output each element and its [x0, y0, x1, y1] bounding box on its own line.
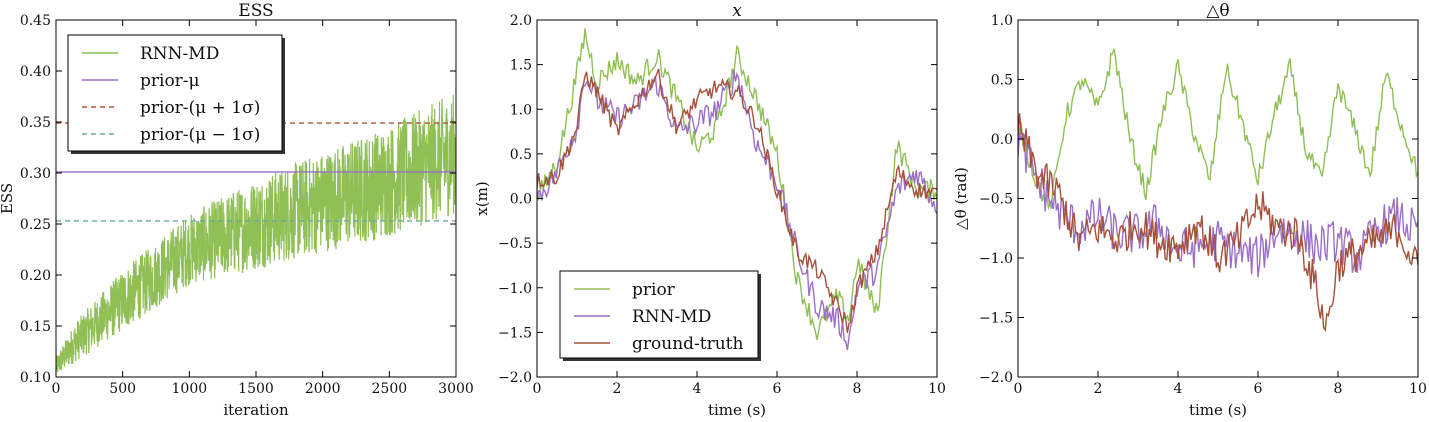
chart-3-series-2-path: [1018, 113, 1418, 333]
y-tick-label: 0.20: [20, 268, 51, 284]
chart-title: ESS: [238, 1, 273, 21]
y-tick-label: 0.45: [20, 13, 51, 29]
chart-panel-2: 0 2 4 6 8 10 −2.0 −1.5 −1.0 −0.5 0.0 0.5 1.0 1.5 2.0 x t…: [473, 1, 946, 419]
legend-label: prior-(μ − 1σ): [140, 125, 260, 145]
x-tick-label: 0: [1014, 381, 1023, 397]
x-tick-label: 4: [1174, 381, 1183, 397]
y-tick-label: 0.40: [20, 64, 51, 80]
x-tick-label: 6: [1254, 381, 1263, 397]
y-tick-label: 0.5: [991, 73, 1013, 89]
x-tick-label: 4: [693, 381, 702, 397]
x-axis-label: iteration: [223, 401, 289, 419]
x-tick-label: 1500: [238, 381, 274, 397]
y-tick-label: −1.5: [498, 325, 532, 341]
x-tick-label: 8: [1334, 381, 1343, 397]
y-tick-label: −1.0: [498, 281, 532, 297]
y-tick-label: 0.25: [20, 217, 51, 233]
plot-area: [537, 28, 937, 351]
legend-label: RNN-MD: [632, 307, 711, 327]
y-tick-label: 1.0: [510, 102, 532, 118]
chart-3-series-1-path: [1018, 131, 1418, 278]
legend: prior RNN-MD ground-truth: [559, 270, 761, 361]
y-tick-label: 0.0: [991, 132, 1013, 148]
chart-title: △θ: [1206, 1, 1229, 21]
x-tick-label: 10: [1409, 381, 1427, 397]
x-tick-label: 3000: [438, 381, 474, 397]
y-tick-label: 0.0: [510, 192, 532, 208]
y-axis-label: ESS: [0, 183, 16, 214]
legend-label: RNN-MD: [140, 44, 219, 64]
legend-box: [67, 34, 283, 152]
x-tick-label: 0: [52, 381, 61, 397]
chart-3-series-0-path: [1018, 48, 1418, 211]
x-axis-label: time (s): [708, 401, 766, 419]
y-axis-label: x(m): [473, 181, 491, 215]
y-tick-label: 0.30: [20, 166, 51, 182]
y-tick-label: 0.10: [20, 370, 51, 386]
x-tick-label: 8: [853, 381, 862, 397]
chart-panel-1: 0 500 1000 1500 2000 2500 3000 0.10 0.15 0.20 0.25…: [0, 1, 474, 419]
x-tick-label: 1000: [172, 381, 208, 397]
y-tick-label: −0.5: [498, 236, 532, 252]
legend-label: prior: [632, 280, 676, 300]
axis-frame: [1017, 19, 1419, 378]
chart-panel-3: 0 2 4 6 8 10 −2.0 −1.5 −1.0 −0.5 0.0 0.5 1.0 △θ time (…: [952, 1, 1427, 419]
legend-label: prior-μ: [140, 71, 200, 91]
y-tick-label: −1.0: [979, 251, 1013, 267]
x-tick-label: 2: [1094, 381, 1103, 397]
x-tick-label: 0: [533, 381, 542, 397]
x-tick-label: 2500: [372, 381, 408, 397]
legend-label: prior-(μ + 1σ): [140, 98, 260, 118]
y-tick-label: 1.0: [991, 13, 1013, 29]
y-tick-label: 0.15: [20, 319, 51, 335]
chart-title: x: [732, 1, 742, 21]
x-tick-label: 2000: [305, 381, 341, 397]
x-tick-label: 2: [613, 381, 622, 397]
x-tick-label: 10: [928, 381, 946, 397]
chart-2-series-0-path: [537, 28, 937, 340]
x-tick-label: 500: [109, 381, 136, 397]
x-tick-label: 6: [773, 381, 782, 397]
y-tick-label: 2.0: [510, 13, 532, 29]
y-tick-label: 1.5: [510, 58, 532, 74]
legend: RNN-MD prior-μ prior-(μ + 1σ) prior-(μ − 1σ…: [67, 34, 285, 154]
y-tick-label: −1.5: [979, 311, 1013, 327]
y-tick-label: −0.5: [979, 192, 1013, 208]
x-axis-label: time (s): [1189, 401, 1247, 419]
chart-2-series-2-path: [537, 68, 937, 334]
y-tick-label: −2.0: [498, 370, 532, 386]
y-tick-label: 0.5: [510, 147, 532, 163]
y-tick-label: 0.35: [20, 115, 51, 131]
y-tick-label: −2.0: [979, 370, 1013, 386]
plot-area: [1018, 48, 1418, 333]
y-axis-label: △θ (rad): [952, 167, 970, 230]
legend-label: ground-truth: [632, 334, 744, 354]
